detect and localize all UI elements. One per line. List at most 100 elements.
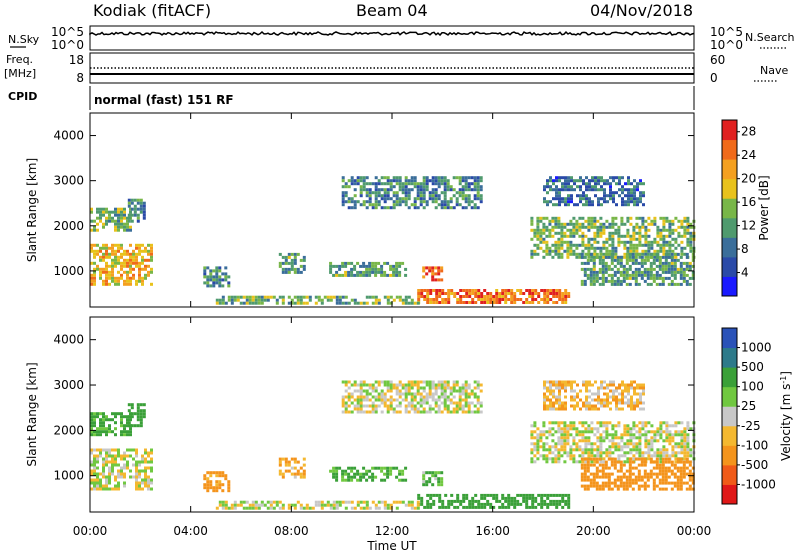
velocity-panel-cell [147,451,150,455]
power-panel-cell [659,243,663,247]
velocity-panel-cell [641,421,645,425]
power-panel-cell [616,279,620,283]
velocity-panel-cell [549,407,552,411]
velocity-panel-cell [111,466,114,470]
power-panel-cell [598,282,602,286]
power-panel-cell [613,270,617,274]
velocity-panel-cell [130,403,134,407]
power-panel-cell [138,270,141,274]
velocity-panel-cell [551,439,555,443]
power-panel-cell [653,255,657,259]
velocity-panel-cell [668,439,672,443]
velocity-panel-cell [647,457,651,461]
power-panel-cell [596,228,600,232]
power-panel-cell [638,228,642,232]
power-panel-cell [374,298,378,302]
velocity-panel-cell [637,469,641,473]
velocity-panel-cell [599,442,603,446]
power-panel-cell [596,240,600,244]
power-panel-cell [474,292,478,295]
power-panel-cell [293,295,297,299]
velocity-panel-cell [96,427,99,431]
velocity-panel-cell [130,424,134,428]
power-panel-cell [686,219,690,223]
power-panel-cell [365,264,369,268]
power-panel-cell [603,200,606,204]
velocity-panel-cell [449,386,453,390]
velocity-panel-cell [371,466,375,470]
velocity-panel-cell [615,398,618,402]
power-panel-cell [365,273,369,277]
power-panel-cell [135,282,138,286]
velocity-panel-cell [543,404,546,408]
velocity-panel-cell [636,404,639,408]
power-panel-cell [566,243,570,247]
power-panel-cell [392,185,396,189]
velocity-panel-cell [557,424,561,428]
power-panel-cell [659,228,663,232]
noise-left-label: N.Sky [8,33,40,46]
velocity-panel-cell [642,383,645,387]
velocity-panel-cell [573,407,576,411]
power-panel-cell [401,301,405,305]
power-panel-cell [123,261,126,265]
power-panel-cell [686,237,690,241]
power-panel-cell [607,279,611,283]
power-panel-cell [395,295,399,299]
velocity-panel-cell [123,433,126,437]
power-panel-cell [686,243,690,247]
power-panel-cell [479,185,483,189]
power-panel-cell [136,198,140,202]
power-panel-cell [603,197,606,201]
power-panel-cell [108,276,111,280]
velocity-panel-cell [671,448,675,452]
velocity-panel-cell [539,445,543,449]
power-panel-cell [251,301,255,305]
power-panel-cell [561,292,565,295]
velocity-panel-cell [598,463,602,467]
velocity-panel-cell [534,496,538,500]
velocity-panel-cell [458,392,462,396]
velocity-panel-cell [530,442,534,446]
power-panel-cell [601,264,605,268]
velocity-panel-cell [581,451,585,455]
velocity-panel-cell [362,466,366,470]
power-panel-cell [606,194,609,198]
velocity-panel-cell [552,389,555,393]
power-panel-cell [374,203,378,207]
velocity-panel-cell [566,442,570,446]
velocity-panel-cell [637,457,641,461]
power-panel-cell [341,273,345,277]
velocity-panel-cell [659,424,663,428]
power-panel-cell [510,292,514,295]
velocity-panel-cell [625,475,629,479]
velocity-panel-cell [374,466,378,470]
velocity-panel-cell [536,427,540,431]
velocity-panel-cell [676,469,680,473]
power-panel-cell [117,282,120,286]
velocity-panel-cell [395,386,399,390]
velocity-panel-cell [607,466,611,470]
power-panel-cell [299,295,303,299]
power-panel-cell [612,179,615,183]
power-panel-cell [150,282,153,286]
power-panel-cell [557,252,561,256]
velocity-panel-cell [536,436,540,440]
velocity-panel-cell [398,500,402,504]
velocity-panel-cell [664,487,668,491]
velocity-panel-cell [643,475,647,479]
power-panel-cell [374,206,378,210]
power-panel-cell [628,276,632,280]
power-panel-cell [615,182,618,186]
velocity-panel-cell [365,500,369,504]
power-panel-cell [564,200,567,204]
power-panel-cell [477,289,481,292]
velocity-panel-cell [302,457,306,461]
power-panel-cell [218,269,222,273]
velocity-panel-cell [395,500,399,504]
velocity-panel-cell [245,506,249,510]
power-panel-cell [560,231,564,235]
power-panel-cell [114,219,117,223]
power-panel-cell [623,243,627,247]
power-panel-cell [108,264,111,268]
